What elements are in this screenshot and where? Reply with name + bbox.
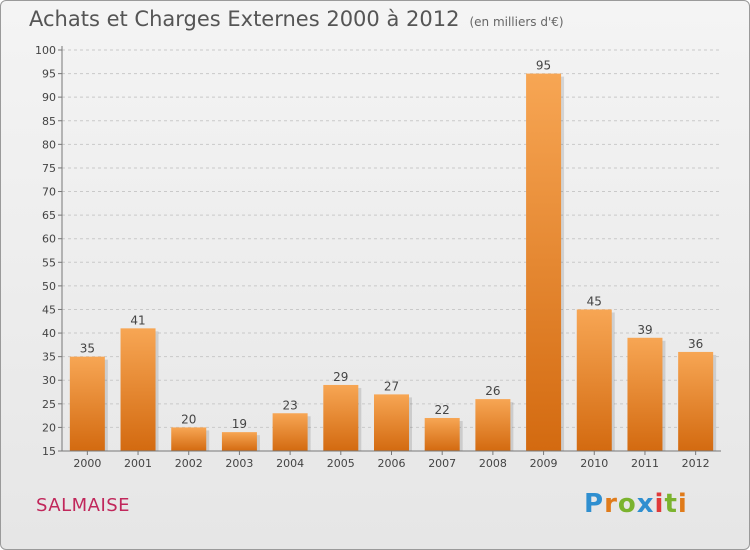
x-tick-label: 2006 xyxy=(378,457,406,470)
bar-2001 xyxy=(120,328,156,451)
bars xyxy=(69,73,717,452)
y-tick-label: 85 xyxy=(42,115,56,128)
x-tick-label: 2003 xyxy=(225,457,253,470)
y-tick-labels: 15 20 25 30 35 40 45 50 55 60 65 70 75 80 85 90 95 100 xyxy=(35,44,56,458)
data-label: 20 xyxy=(181,412,196,426)
chart-subtitle: (en milliers d'€) xyxy=(469,15,564,29)
x-tick-label: 2005 xyxy=(327,457,355,470)
bar-2010 xyxy=(576,309,612,451)
logo-letter: r xyxy=(604,489,618,519)
chart-title: Achats et Charges Externes 2000 à 2012 (e… xyxy=(29,7,564,31)
x-tick-label: 2011 xyxy=(631,457,659,470)
data-label: 41 xyxy=(130,313,145,327)
y-tick-label: 80 xyxy=(42,138,56,151)
x-tick-label: 2002 xyxy=(175,457,203,470)
y-tick-label: 25 xyxy=(42,398,56,411)
x-tick-label: 2012 xyxy=(682,457,710,470)
y-tick-label: 60 xyxy=(42,233,56,246)
x-tick-label: 2000 xyxy=(73,457,101,470)
data-label: 45 xyxy=(587,294,602,308)
y-tick-label: 65 xyxy=(42,209,56,222)
bar-2007 xyxy=(424,417,460,451)
x-tick-label: 2008 xyxy=(479,457,507,470)
y-tick-label: 40 xyxy=(42,327,56,340)
y-tick-label: 50 xyxy=(42,280,56,293)
bar-2011 xyxy=(627,337,663,451)
data-label: 26 xyxy=(485,384,500,398)
x-tick-label: 2010 xyxy=(580,457,608,470)
bar-2004 xyxy=(272,413,308,451)
place-name: SALMAISE xyxy=(36,495,131,516)
bar-2005 xyxy=(323,384,359,451)
logo-letter: i xyxy=(654,489,665,519)
bar-2008 xyxy=(475,399,511,451)
logo-letter: P xyxy=(584,489,605,519)
bar-2002 xyxy=(171,427,207,451)
chart-title-text: Achats et Charges Externes 2000 à 2012 xyxy=(29,7,460,31)
data-label: 29 xyxy=(333,370,348,384)
data-label: 36 xyxy=(688,337,703,351)
y-tick-label: 90 xyxy=(42,91,56,104)
y-tick-label: 35 xyxy=(42,351,56,364)
logo-letter: t xyxy=(664,489,678,519)
logo-letter: o xyxy=(617,489,637,519)
axes xyxy=(61,46,721,455)
bar-2009 xyxy=(526,73,562,452)
data-label: 19 xyxy=(232,417,247,431)
data-label: 35 xyxy=(80,342,95,356)
y-tick-label: 15 xyxy=(42,445,56,458)
x-tick-label: 2009 xyxy=(530,457,558,470)
y-tick-label: 70 xyxy=(42,186,56,199)
bar-2012 xyxy=(678,351,714,451)
y-tick-label: 75 xyxy=(42,162,56,175)
data-label: 39 xyxy=(637,323,652,337)
data-label: 22 xyxy=(435,403,450,417)
y-tick-label: 100 xyxy=(35,44,56,57)
x-tick-label: 2001 xyxy=(124,457,152,470)
y-tick-label: 45 xyxy=(42,303,56,316)
data-labels: 35 41 20 19 23 29 27 22 26 95 45 39 36 xyxy=(80,59,704,432)
data-label: 27 xyxy=(384,379,399,393)
x-tick-labels: 2000 2001 2002 2003 2004 2005 2006 2007 2008 2009… xyxy=(73,457,709,470)
bar-2003 xyxy=(221,432,257,451)
x-tick-label: 2004 xyxy=(276,457,304,470)
y-tick-label: 30 xyxy=(42,374,56,387)
logo-letter: x xyxy=(636,489,655,519)
bar-2006 xyxy=(374,394,409,451)
x-tick-label: 2007 xyxy=(428,457,456,470)
y-tick-label: 55 xyxy=(42,256,56,269)
data-label: 95 xyxy=(536,59,551,73)
logo-letter: i xyxy=(677,489,688,519)
y-tick-label: 20 xyxy=(42,421,56,434)
y-tick-label: 95 xyxy=(42,68,56,81)
proxiti-logo[interactable]: Proxiti xyxy=(584,489,688,519)
bar-2000 xyxy=(69,356,105,451)
data-label: 23 xyxy=(282,398,297,412)
